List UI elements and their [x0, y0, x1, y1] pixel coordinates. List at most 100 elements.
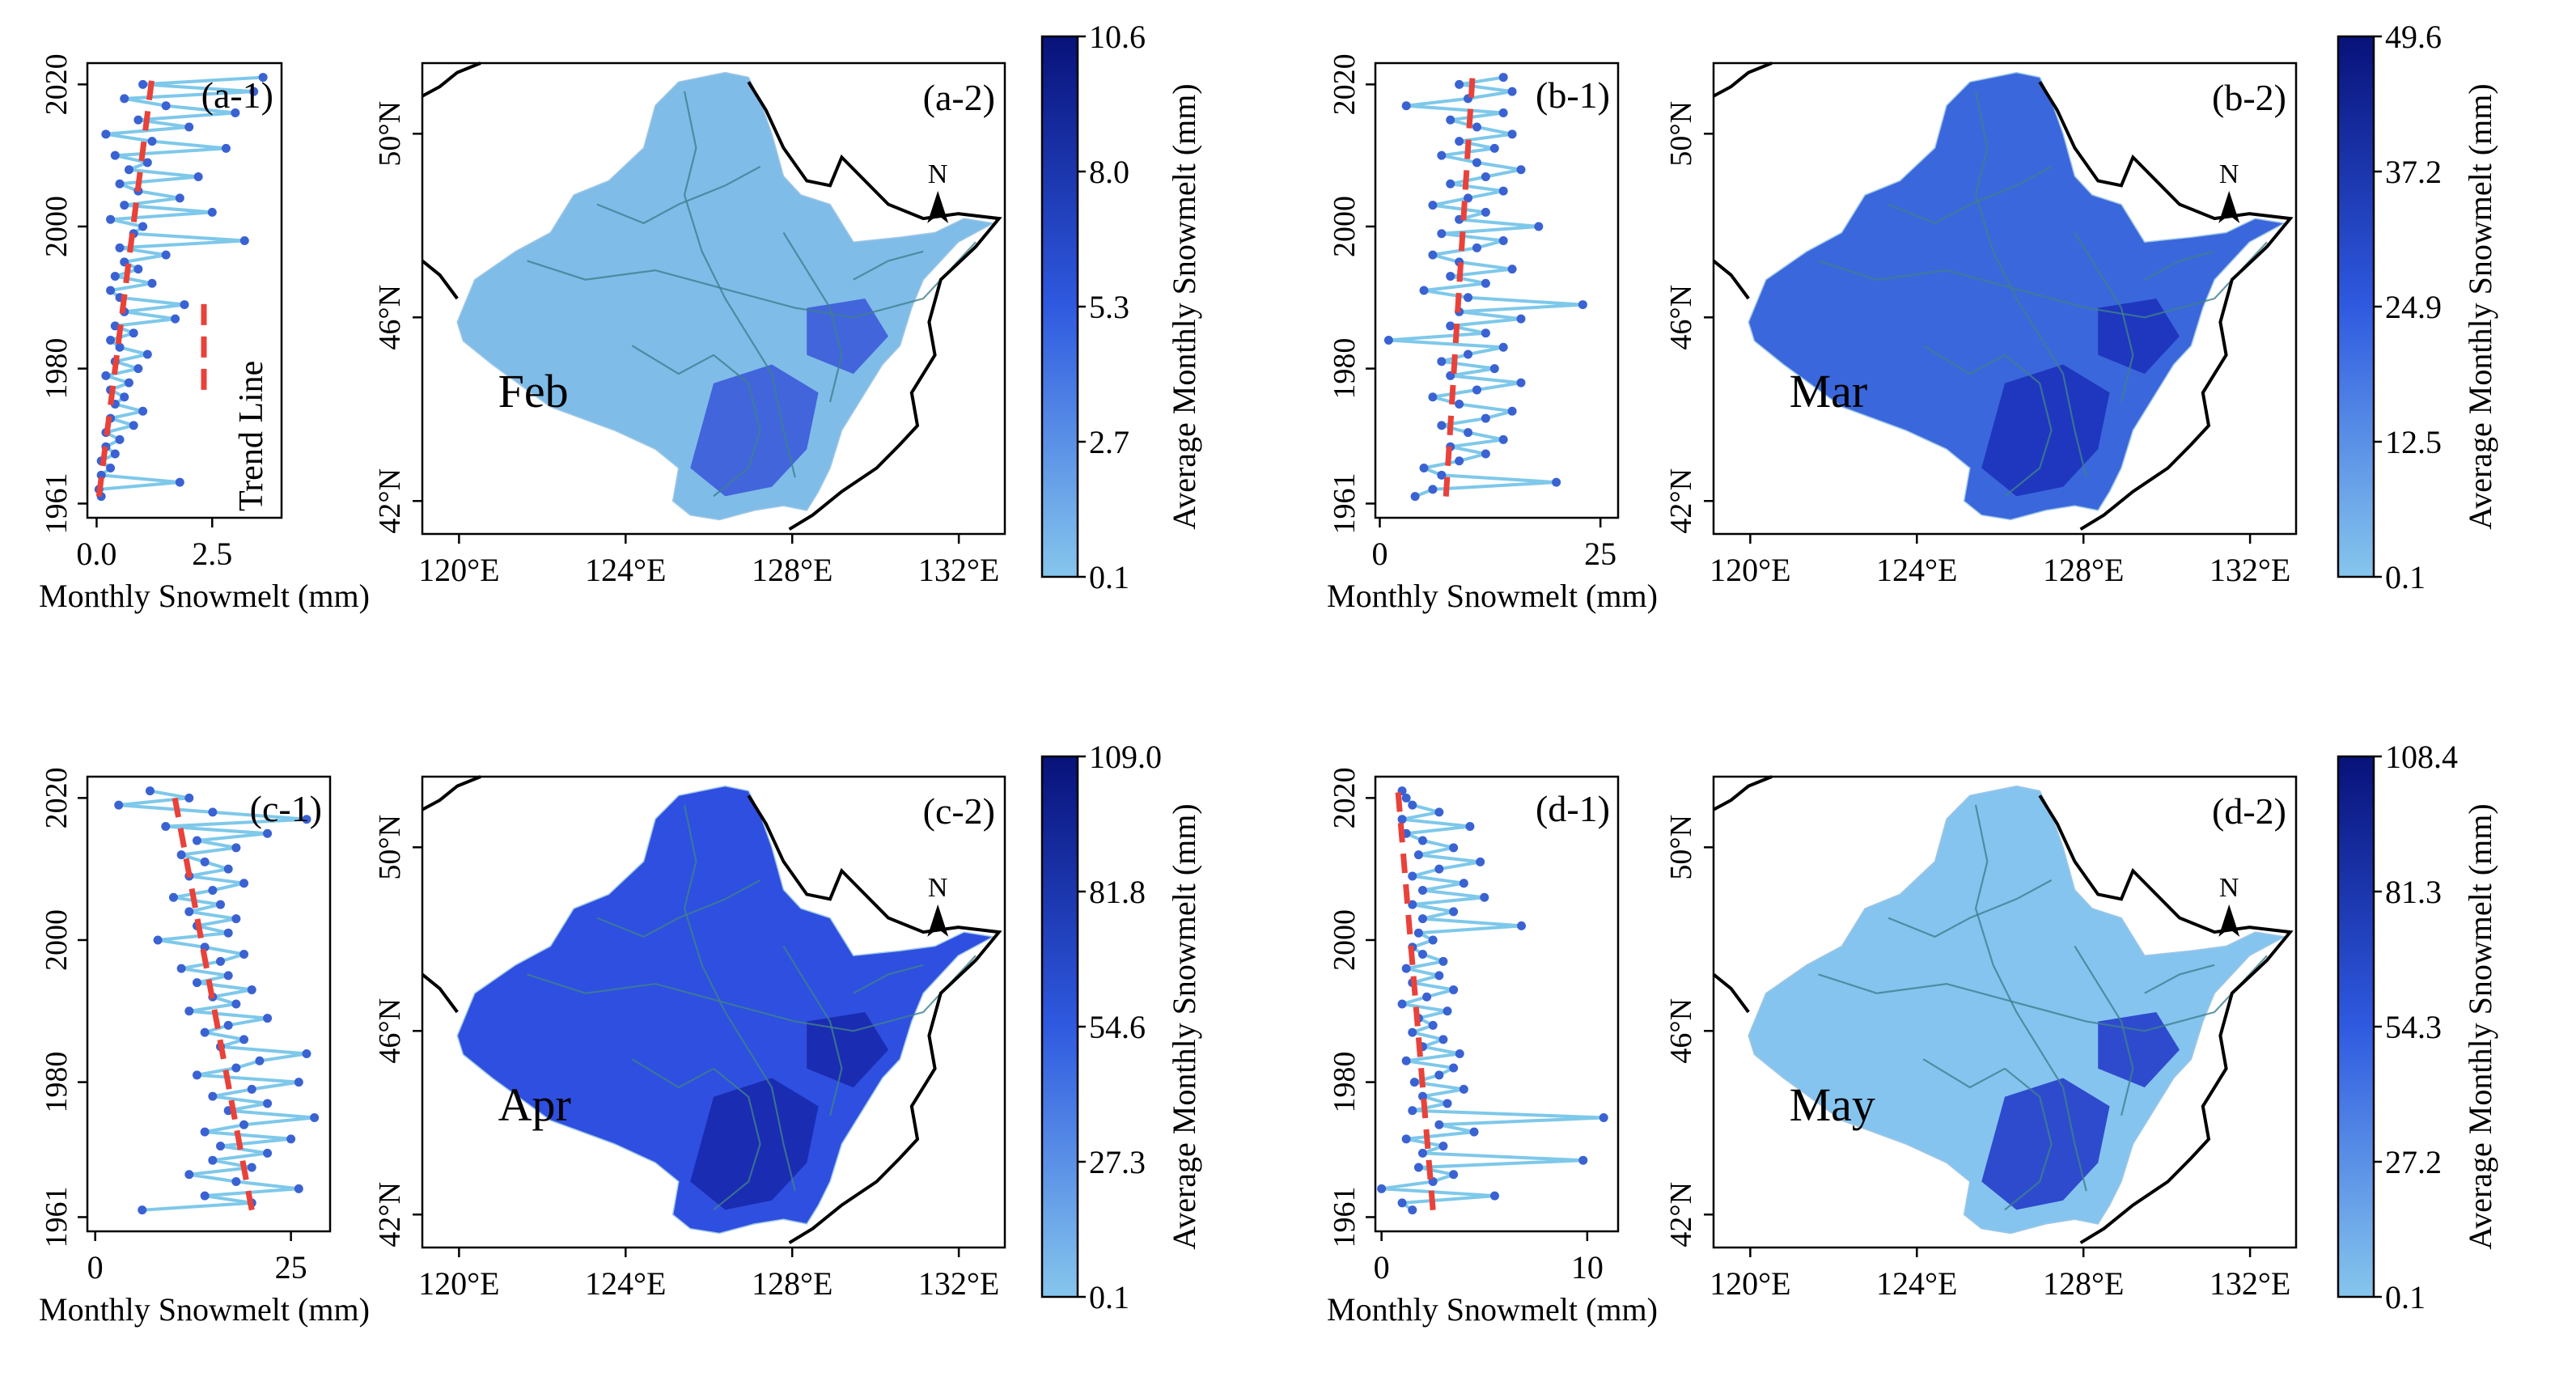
data-point	[1437, 421, 1447, 430]
month-label: Feb	[498, 365, 569, 417]
colorbar-tick-label: 10.6	[1089, 19, 1146, 55]
colorbar-tick-label: 109.0	[1089, 739, 1162, 775]
y-tick-label: 1980	[40, 338, 74, 400]
data-point	[1464, 193, 1473, 203]
x-tick-label: 0	[1374, 1249, 1390, 1286]
map-y-tick-label: 50°N	[373, 815, 407, 880]
hotspot	[1981, 1078, 2110, 1210]
panel-label: (b-1)	[1536, 74, 1610, 116]
north-arrow-icon	[2218, 904, 2240, 937]
data-point	[115, 434, 125, 444]
trend-line	[95, 77, 155, 498]
data-point	[1377, 1184, 1387, 1193]
data-point	[1413, 928, 1423, 938]
colorbar-label: Average Monthly Snowmelt (mm)	[2462, 803, 2498, 1249]
national-border	[421, 972, 459, 1014]
hotspot	[2098, 1012, 2180, 1088]
river-network	[1818, 91, 2268, 498]
snowmelt-hotspots	[690, 1012, 888, 1210]
map-y-tick-label: 42°N	[1664, 1182, 1698, 1248]
data-point	[1455, 456, 1464, 466]
map-y-tick-label: 46°N	[1664, 285, 1698, 350]
colorbar-tick-label: 81.8	[1089, 874, 1146, 910]
data-point	[221, 143, 231, 153]
data-point	[216, 956, 226, 966]
data-point	[1449, 843, 1459, 853]
panel-label: (a-1)	[201, 74, 273, 116]
map-y-tick-label: 42°N	[1664, 468, 1698, 534]
north-arrow-icon	[2218, 190, 2240, 223]
river-network	[1818, 804, 2268, 1211]
data-point	[1428, 1177, 1438, 1187]
data-point	[1455, 400, 1464, 409]
data-point	[1417, 950, 1427, 959]
colorbar-tick-label: 24.9	[2385, 289, 2442, 325]
data-point	[1428, 935, 1438, 945]
data-point	[1507, 87, 1517, 96]
data-point	[1428, 201, 1438, 210]
x-axis-label: Monthly Snowmelt (mm)	[39, 1291, 370, 1328]
national-border	[1713, 775, 1773, 811]
data-point	[1449, 907, 1459, 917]
map-panel-d: N (d-2) May 120°E 124°E 128°E 132°E 42°N 46°N 50°…	[1664, 739, 2498, 1315]
y-tick-label: 2000	[40, 196, 74, 257]
river	[683, 91, 796, 478]
data-point	[1434, 807, 1444, 817]
x-tick-label: 0	[87, 1249, 104, 1286]
month-label: May	[1790, 1078, 1875, 1131]
x-tick-label: 0.0	[76, 536, 117, 572]
data-point	[1443, 1006, 1452, 1016]
north-label: N	[2219, 159, 2239, 189]
river-network	[527, 804, 977, 1211]
map-y-tick-label: 46°N	[373, 285, 407, 350]
data-point	[1578, 300, 1587, 310]
colorbar-tick-label: 0.1	[2385, 1279, 2426, 1315]
legend-label: Trend Line	[233, 361, 270, 511]
data-point	[1455, 1048, 1464, 1058]
data-point	[1408, 1106, 1417, 1116]
x-tick-label: 2.5	[192, 536, 232, 572]
month-label: Mar	[1790, 365, 1868, 417]
data-point	[1417, 886, 1427, 895]
data-point	[1401, 793, 1411, 803]
x-tick-label: 25	[275, 1249, 307, 1286]
data-point	[1481, 172, 1490, 181]
colorbar-tick-label: 0.1	[1089, 1279, 1129, 1315]
data-point	[1498, 342, 1508, 352]
river	[782, 945, 843, 1116]
data-point	[1437, 150, 1447, 160]
data-point	[1413, 850, 1423, 860]
data-point	[145, 786, 155, 796]
plot-frame	[86, 61, 283, 519]
panel-label: (c-1)	[250, 788, 322, 829]
colorbar-tick-label: 108.4	[2385, 739, 2458, 775]
y-tick-label: 1980	[40, 1052, 74, 1113]
data-point	[1472, 385, 1481, 395]
north-arrow-icon	[927, 904, 949, 937]
data-point	[133, 364, 143, 374]
data-point	[1516, 165, 1526, 175]
river	[527, 241, 977, 319]
map-x-tick-label: 132°E	[2210, 552, 2290, 588]
map-x-tick-label: 128°E	[2043, 1265, 2124, 1302]
data-point	[1438, 1035, 1448, 1044]
data-point	[138, 79, 148, 89]
data-point	[133, 115, 143, 125]
map-y-tick-label: 42°N	[373, 1182, 407, 1248]
data-point	[200, 1127, 210, 1137]
y-tick-label: 1961	[1328, 472, 1362, 534]
data-point	[153, 935, 163, 945]
river	[527, 955, 977, 1032]
colorbar-tick-label: 12.5	[2385, 424, 2442, 460]
y-tick-label: 1961	[40, 472, 74, 534]
data-point	[1481, 449, 1490, 459]
river	[2004, 1067, 2053, 1211]
data-point	[1443, 1099, 1452, 1108]
data-point	[1446, 179, 1455, 189]
data-point	[1507, 129, 1517, 139]
data-point	[1449, 1063, 1459, 1073]
basin-region	[1748, 71, 2286, 521]
data-point	[1498, 186, 1508, 196]
data-point	[1383, 335, 1393, 345]
data-point	[216, 900, 226, 909]
